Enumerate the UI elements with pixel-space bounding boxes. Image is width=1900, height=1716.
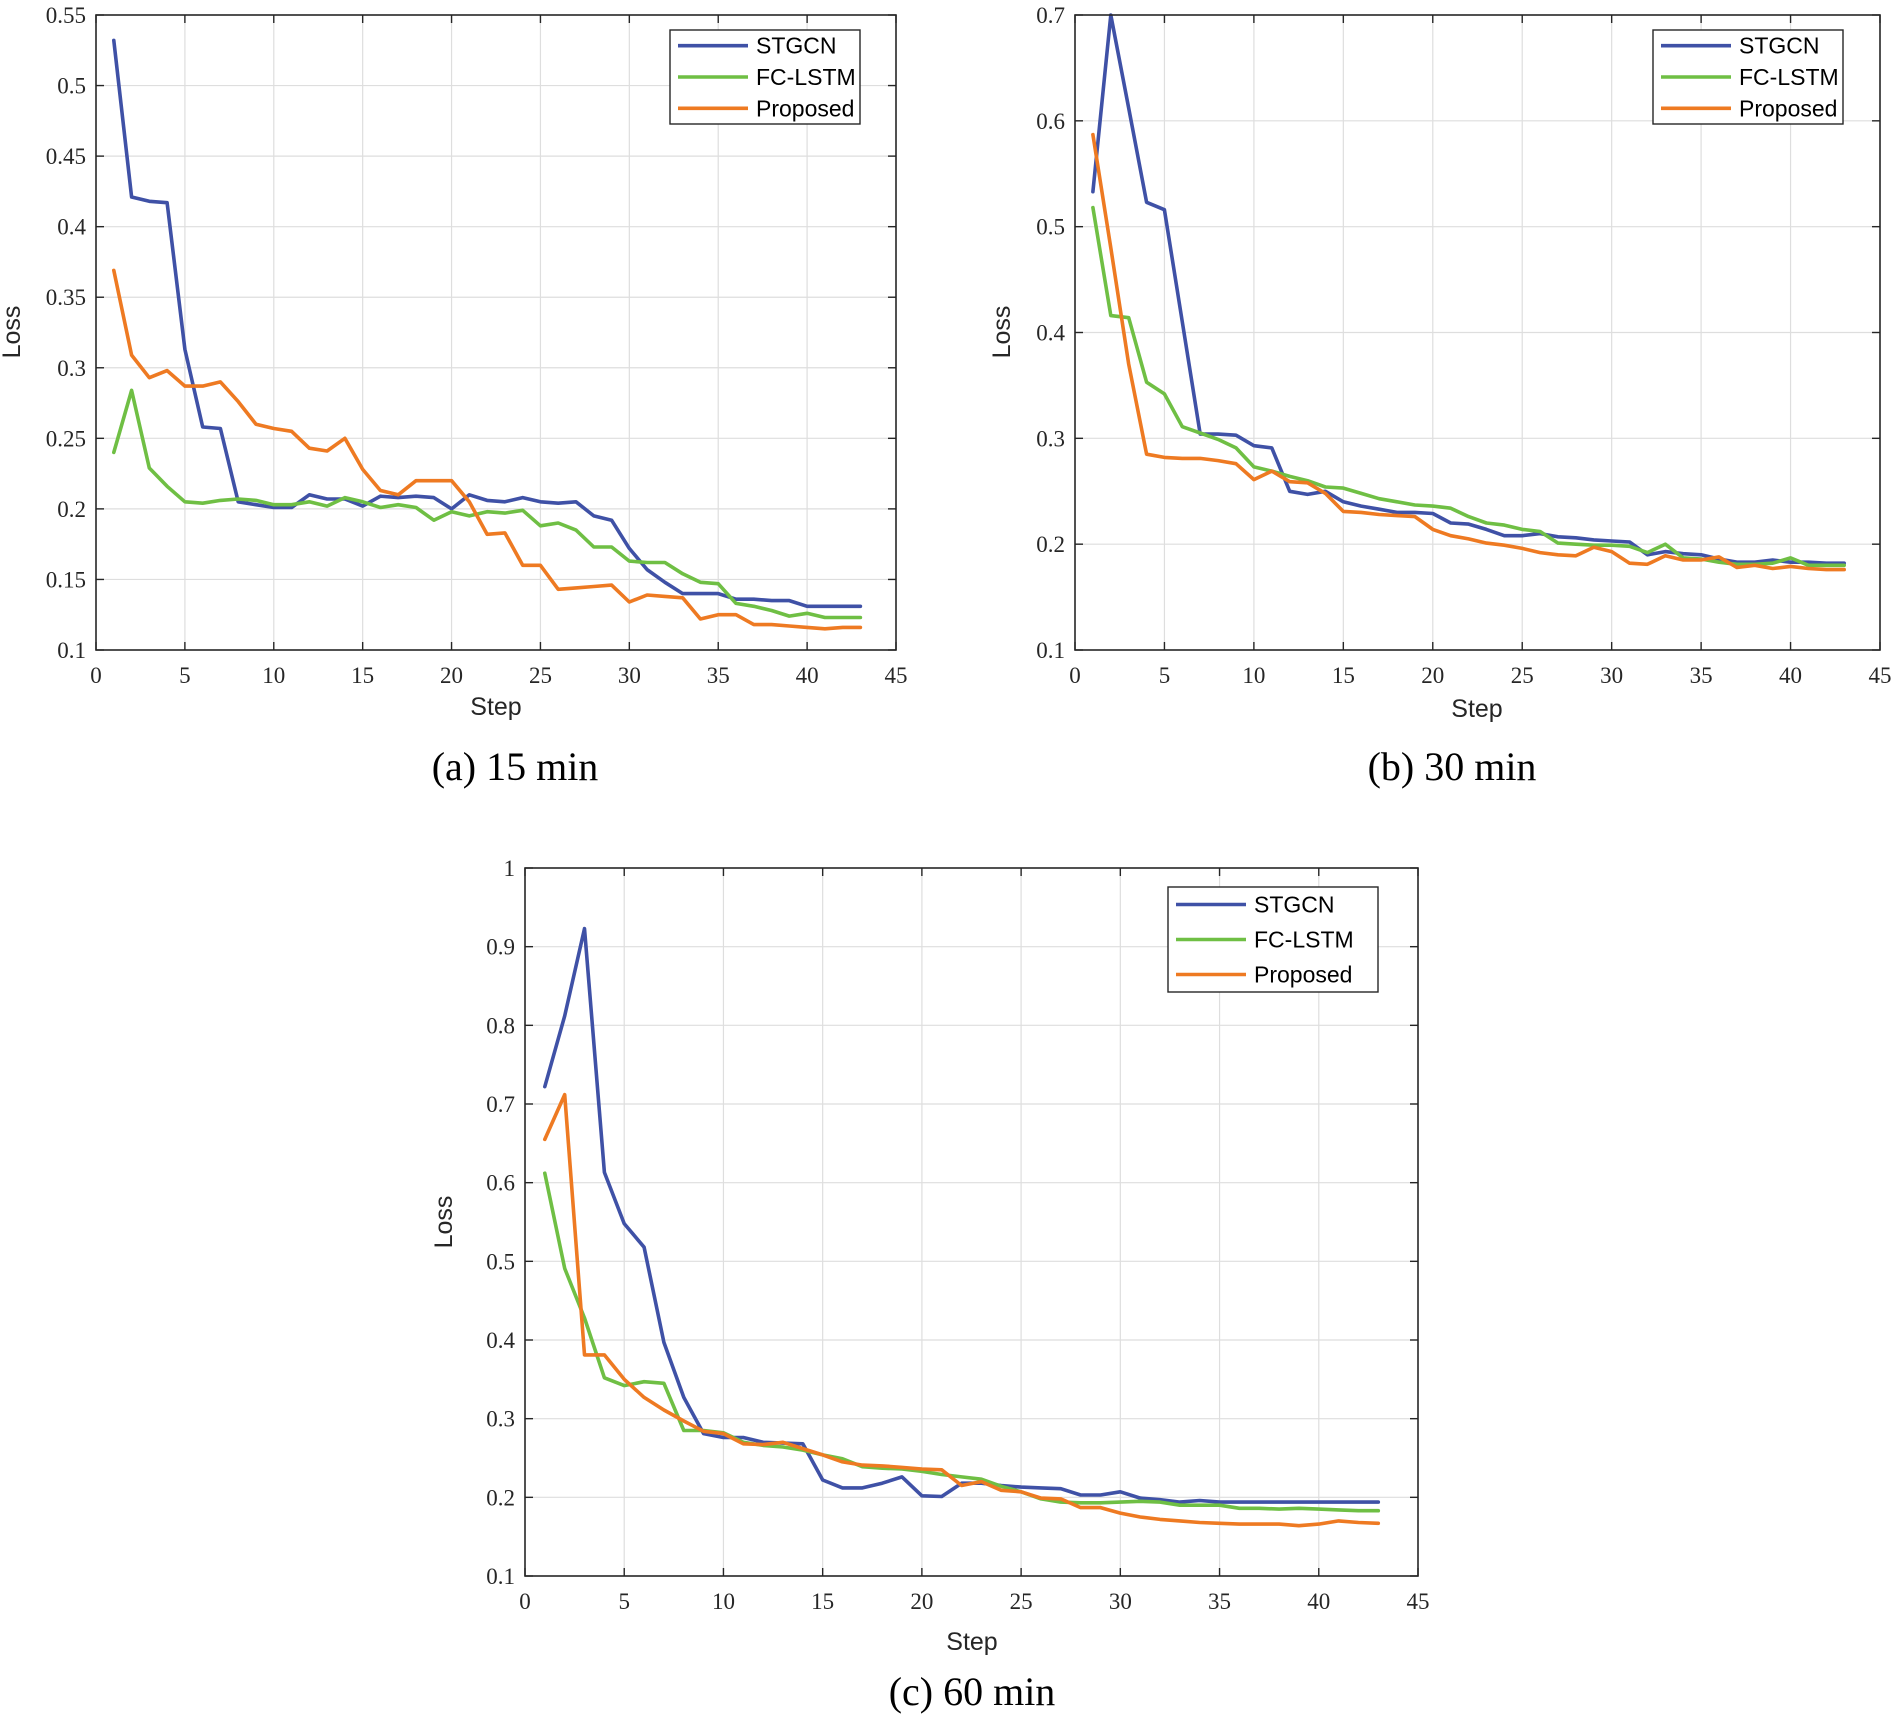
x-tick-label: 45 (1407, 1589, 1430, 1614)
x-tick-label: 20 (440, 663, 463, 688)
legend-label-stgcn: STGCN (1254, 892, 1335, 918)
x-tick-label: 25 (529, 663, 552, 688)
y-tick-label: 0.1 (486, 1564, 515, 1589)
y-tick-label: 0.6 (1036, 109, 1065, 134)
y-tick-label: 0.7 (1036, 3, 1065, 28)
panel-c: 0 5 10 15 20 25 30 35 40 45 0.1 0.2 0.3 0.4 0.5 0.6 0.7 0… (430, 856, 1430, 1714)
legend-label-proposed: Proposed (1254, 962, 1352, 988)
y-axis-label-b: Loss (988, 306, 1016, 359)
y-tick-label: 0.1 (57, 638, 86, 663)
y-tick-label: 0.2 (1036, 532, 1065, 557)
series-line-fc-lstm (112, 388, 863, 620)
series-line-fc-lstm (542, 1171, 1381, 1513)
ticks-a: 0 5 10 15 20 25 30 35 40 45 0.1 0.15 0.2 0.25 0.3 0.35 0… (46, 3, 908, 688)
x-tick-label: 0 (1069, 663, 1081, 688)
y-tick-label: 0.3 (57, 356, 86, 381)
x-tick-label: 15 (811, 1589, 834, 1614)
y-tick-label: 0.8 (486, 1013, 515, 1038)
legend-b: STGCN FC-LSTM Proposed (1652, 29, 1844, 125)
x-tick-label: 5 (1159, 663, 1171, 688)
x-tick-label: 40 (1307, 1589, 1330, 1614)
x-axis-label-c: Step (946, 1628, 997, 1656)
x-axis-label-a: Step (470, 693, 521, 721)
x-tick-label: 45 (885, 663, 908, 688)
x-tick-label: 5 (179, 663, 191, 688)
legend-c: STGCN FC-LSTM Proposed (1167, 886, 1379, 993)
x-tick-label: 15 (351, 663, 374, 688)
x-tick-label: 20 (910, 1589, 933, 1614)
x-tick-label: 10 (262, 663, 285, 688)
legend-label-proposed: Proposed (1739, 95, 1837, 121)
series-line-fc-lstm (1091, 205, 1846, 568)
y-tick-label: 0.4 (486, 1328, 515, 1353)
y-tick-label: 0.35 (46, 285, 86, 310)
series-line-proposed (1091, 132, 1846, 572)
x-tick-label: 45 (1869, 663, 1892, 688)
x-tick-label: 25 (1010, 1589, 1033, 1614)
ticks-b: 0 5 10 15 20 25 30 35 40 45 0.1 0.2 0.3 0.4 0.5 0.6 0.7 (1036, 3, 1891, 688)
x-tick-label: 35 (1690, 663, 1713, 688)
x-tick-label: 40 (796, 663, 819, 688)
series-b (1091, 13, 1846, 572)
x-tick-label: 30 (1600, 663, 1623, 688)
x-tick-label: 40 (1779, 663, 1802, 688)
panel-b: 0 5 10 15 20 25 30 35 40 450.10.20.30.40.50.60.7 … (988, 3, 1892, 789)
caption-a: (a) 15 min (432, 744, 599, 789)
x-tick-label: 30 (1109, 1589, 1132, 1614)
y-tick-label: 0.55 (46, 3, 86, 28)
legend-label-fc-lstm: FC-LSTM (1739, 64, 1839, 90)
series-c (542, 926, 1381, 1528)
y-tick-label: 0.2 (57, 497, 86, 522)
x-tick-label: 5 (618, 1589, 630, 1614)
x-tick-label: 35 (1208, 1589, 1231, 1614)
y-tick-label: 0.15 (46, 567, 86, 592)
x-tick-label: 10 (712, 1589, 735, 1614)
legend-label-stgcn: STGCN (756, 33, 837, 59)
y-tick-label: 0.3 (1036, 426, 1065, 451)
legend-label-stgcn: STGCN (1739, 33, 1820, 59)
y-axis-label-a: Loss (0, 306, 26, 359)
y-tick-label: 1 (504, 856, 516, 881)
series-line-proposed (112, 268, 863, 631)
y-tick-label: 0.5 (1036, 215, 1065, 240)
y-tick-label: 0.1 (1036, 638, 1065, 663)
y-tick-label: 0.25 (46, 426, 86, 451)
x-axis-label-b: Step (1451, 695, 1502, 723)
ticks-c: 0 5 10 15 20 25 30 35 40 45 0.1 0.2 0.3 0.4 0.5 0.6 0.7 0… (486, 856, 1429, 1614)
y-axis-label-c: Loss (430, 1196, 458, 1249)
x-tick-label: 35 (707, 663, 730, 688)
y-tick-label: 0.6 (486, 1171, 515, 1196)
y-tick-label: 0.4 (1036, 321, 1065, 346)
x-tick-label: 25 (1511, 663, 1534, 688)
y-tick-label: 0.3 (486, 1407, 515, 1432)
x-tick-label: 15 (1332, 663, 1355, 688)
x-tick-label: 0 (519, 1589, 531, 1614)
x-tick-label: 0 (90, 663, 102, 688)
x-tick-label: 10 (1242, 663, 1265, 688)
x-tick-label: 30 (618, 663, 641, 688)
panel-a: 0 5 10 15 20 25 30 35 40 45 0.1 0.15 0.2 0.25 0.3 0.35 0… (0, 3, 908, 789)
legend-a: STGCN FC-LSTM Proposed (669, 29, 861, 125)
y-tick-label: 0.45 (46, 144, 86, 169)
legend-label-fc-lstm: FC-LSTM (756, 64, 856, 90)
series-a (112, 38, 863, 631)
y-tick-label: 0.7 (486, 1092, 515, 1117)
legend-label-proposed: Proposed (756, 95, 854, 121)
y-tick-label: 0.5 (486, 1249, 515, 1274)
y-tick-label: 0.5 (57, 74, 86, 99)
plot-frame-c (524, 867, 1419, 1577)
caption-c: (c) 60 min (889, 1669, 1056, 1714)
series-line-stgcn (1091, 13, 1846, 566)
series-line-stgcn (542, 926, 1381, 1504)
y-tick-label: 0.9 (486, 935, 515, 960)
plot-frame-a (95, 14, 897, 651)
caption-b: (b) 30 min (1368, 744, 1537, 789)
series-line-proposed (542, 1092, 1381, 1528)
x-tick-label: 20 (1421, 663, 1444, 688)
y-tick-label: 0.2 (486, 1485, 515, 1510)
legend-label-fc-lstm: FC-LSTM (1254, 927, 1354, 953)
series-line-stgcn (112, 38, 863, 609)
y-tick-label: 0.4 (57, 215, 86, 240)
